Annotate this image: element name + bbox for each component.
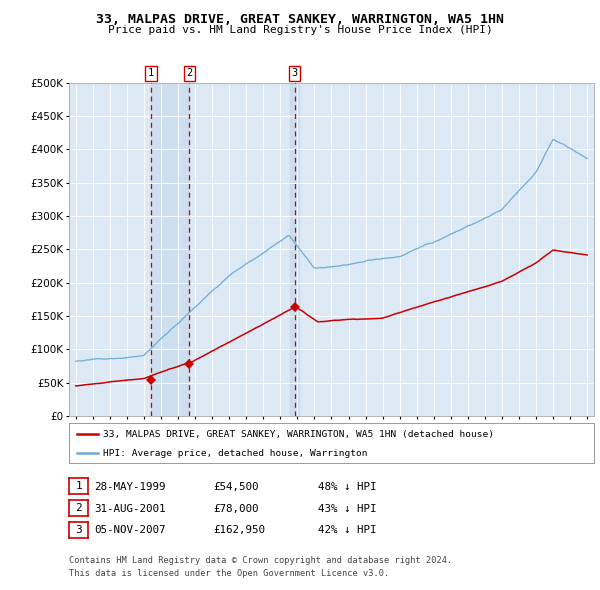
Text: £162,950: £162,950 [213,526,265,535]
Text: 33, MALPAS DRIVE, GREAT SANKEY, WARRINGTON, WA5 1HN (detached house): 33, MALPAS DRIVE, GREAT SANKEY, WARRINGT… [103,430,494,439]
Text: 31-AUG-2001: 31-AUG-2001 [94,504,166,513]
Text: HPI: Average price, detached house, Warrington: HPI: Average price, detached house, Warr… [103,448,368,458]
Bar [290,83,299,416]
Text: 2: 2 [75,503,82,513]
Text: Price paid vs. HM Land Registry's House Price Index (HPI): Price paid vs. HM Land Registry's House … [107,25,493,35]
Text: 1: 1 [148,68,154,78]
Text: 3: 3 [292,68,298,78]
Text: 28-MAY-1999: 28-MAY-1999 [94,482,166,491]
Text: 1: 1 [75,481,82,491]
Text: 48% ↓ HPI: 48% ↓ HPI [318,482,377,491]
Bar [151,83,190,416]
Text: 33, MALPAS DRIVE, GREAT SANKEY, WARRINGTON, WA5 1HN: 33, MALPAS DRIVE, GREAT SANKEY, WARRINGT… [96,13,504,26]
Text: Contains HM Land Registry data © Crown copyright and database right 2024.: Contains HM Land Registry data © Crown c… [69,556,452,565]
Text: £54,500: £54,500 [213,482,259,491]
Text: 42% ↓ HPI: 42% ↓ HPI [318,526,377,535]
Text: 2: 2 [186,68,193,78]
Text: 43% ↓ HPI: 43% ↓ HPI [318,504,377,513]
Text: This data is licensed under the Open Government Licence v3.0.: This data is licensed under the Open Gov… [69,569,389,578]
Text: 05-NOV-2007: 05-NOV-2007 [94,526,166,535]
Text: £78,000: £78,000 [213,504,259,513]
Text: 3: 3 [75,525,82,535]
